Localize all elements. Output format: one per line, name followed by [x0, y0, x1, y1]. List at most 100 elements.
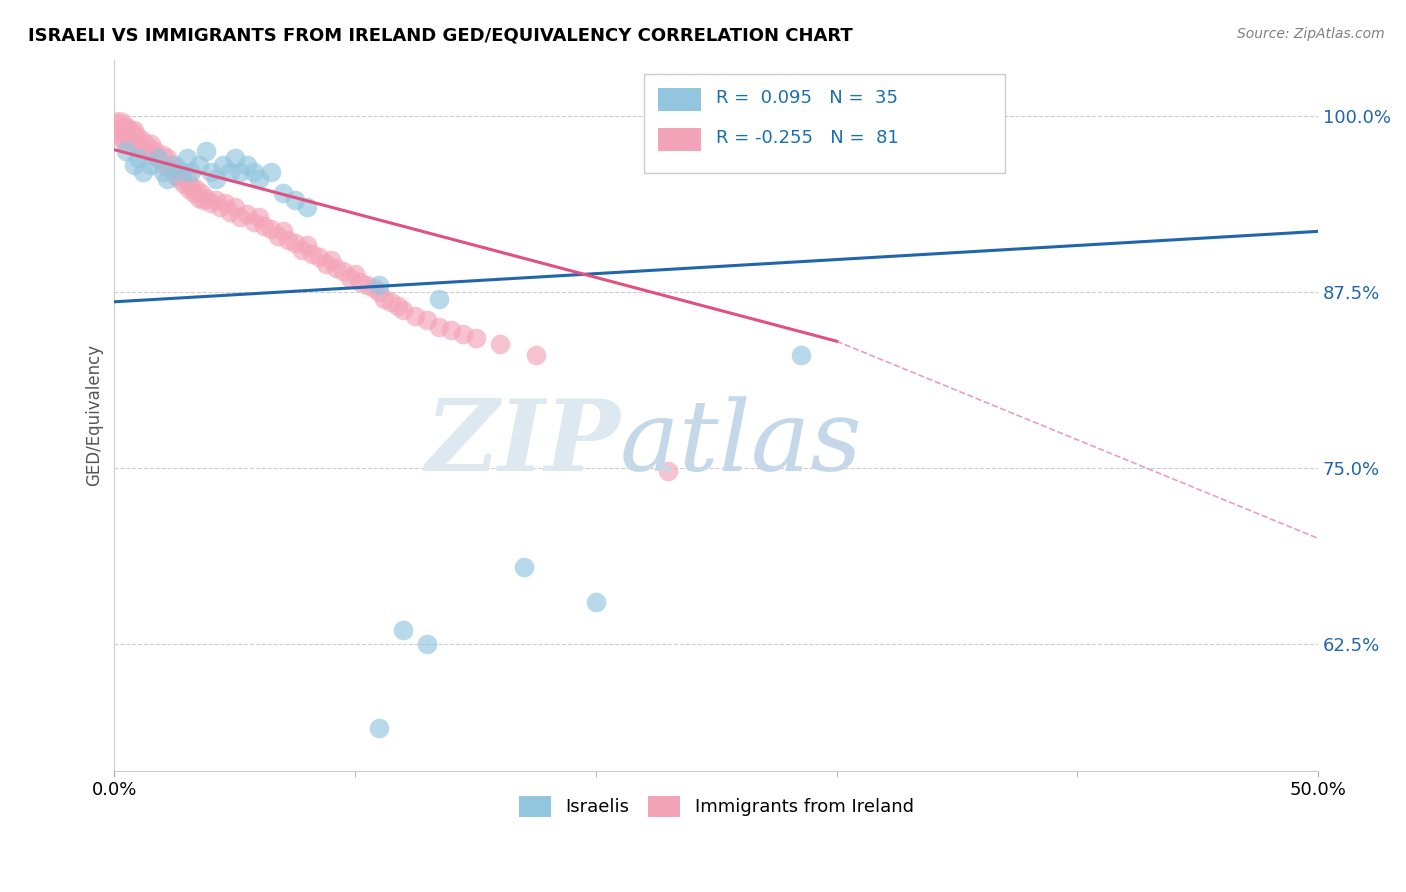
- Legend: Israelis, Immigrants from Ireland: Israelis, Immigrants from Ireland: [510, 787, 922, 826]
- Point: [488, 337, 510, 351]
- Point: [200, 196, 222, 211]
- Point: [260, 165, 283, 179]
- Point: [368, 722, 391, 736]
- Point: [284, 235, 307, 250]
- Point: [170, 168, 193, 182]
- Point: [271, 186, 294, 201]
- Point: [125, 137, 148, 152]
- Point: [132, 134, 155, 148]
- Point: [219, 165, 242, 179]
- Point: [368, 277, 391, 292]
- Point: [295, 201, 318, 215]
- Point: [118, 130, 141, 145]
- Point: [236, 158, 259, 172]
- Point: [214, 196, 236, 211]
- Point: [657, 464, 679, 478]
- Point: [149, 153, 172, 168]
- Point: [166, 165, 188, 179]
- Point: [152, 165, 174, 179]
- Point: [247, 211, 270, 225]
- Point: [136, 140, 159, 154]
- Point: [209, 201, 232, 215]
- Point: [349, 275, 371, 289]
- Point: [132, 165, 155, 179]
- Point: [236, 207, 259, 221]
- Point: [260, 221, 283, 235]
- Point: [180, 165, 202, 179]
- Point: [180, 179, 202, 194]
- Point: [339, 270, 361, 285]
- Point: [156, 151, 179, 165]
- Point: [190, 186, 212, 201]
- Point: [146, 151, 169, 165]
- Point: [187, 158, 209, 172]
- Point: [392, 623, 415, 637]
- Point: [404, 309, 426, 323]
- Point: [440, 323, 463, 337]
- Point: [193, 194, 215, 208]
- Point: [211, 158, 233, 172]
- Point: [253, 219, 276, 233]
- Point: [291, 243, 314, 257]
- Point: [301, 247, 323, 261]
- Point: [183, 186, 205, 201]
- Point: [129, 140, 152, 154]
- Point: [115, 126, 138, 140]
- Point: [163, 168, 186, 182]
- Point: [512, 559, 534, 574]
- Point: [228, 165, 250, 179]
- Point: [524, 348, 547, 362]
- Point: [392, 303, 415, 318]
- Point: [122, 123, 145, 137]
- Text: Source: ZipAtlas.com: Source: ZipAtlas.com: [1237, 27, 1385, 41]
- Point: [176, 151, 198, 165]
- Point: [363, 281, 385, 295]
- Point: [453, 327, 475, 342]
- Point: [187, 191, 209, 205]
- Point: [112, 120, 135, 135]
- Point: [176, 172, 198, 186]
- Point: [153, 158, 176, 172]
- Point: [194, 144, 217, 158]
- Point: [271, 224, 294, 238]
- Point: [315, 257, 337, 271]
- Point: [380, 294, 402, 309]
- Point: [295, 238, 318, 252]
- Point: [416, 313, 439, 327]
- Point: [464, 331, 486, 345]
- FancyBboxPatch shape: [644, 74, 1005, 173]
- Point: [170, 165, 193, 179]
- Point: [186, 182, 208, 196]
- Point: [308, 250, 330, 264]
- Point: [115, 144, 138, 158]
- Point: [152, 148, 174, 162]
- Point: [118, 130, 141, 145]
- Point: [416, 637, 439, 651]
- Point: [219, 204, 242, 219]
- Point: [127, 130, 149, 145]
- Point: [135, 144, 157, 158]
- Point: [156, 172, 179, 186]
- Point: [143, 144, 166, 158]
- Point: [177, 182, 200, 196]
- Bar: [658, 128, 700, 151]
- Point: [204, 172, 226, 186]
- Point: [585, 595, 607, 609]
- Point: [146, 151, 169, 165]
- Point: [159, 162, 181, 177]
- Point: [356, 277, 378, 292]
- Point: [127, 151, 149, 165]
- Point: [169, 172, 191, 186]
- Text: R = -0.255   N =  81: R = -0.255 N = 81: [716, 129, 898, 147]
- Point: [344, 267, 367, 281]
- Point: [112, 126, 135, 140]
- Point: [319, 252, 342, 267]
- Point: [373, 292, 395, 306]
- Point: [387, 299, 409, 313]
- Point: [142, 148, 165, 162]
- Point: [332, 264, 354, 278]
- Y-axis label: GED/Equivalency: GED/Equivalency: [86, 344, 103, 486]
- Point: [247, 172, 270, 186]
- Point: [194, 191, 217, 205]
- Point: [200, 165, 222, 179]
